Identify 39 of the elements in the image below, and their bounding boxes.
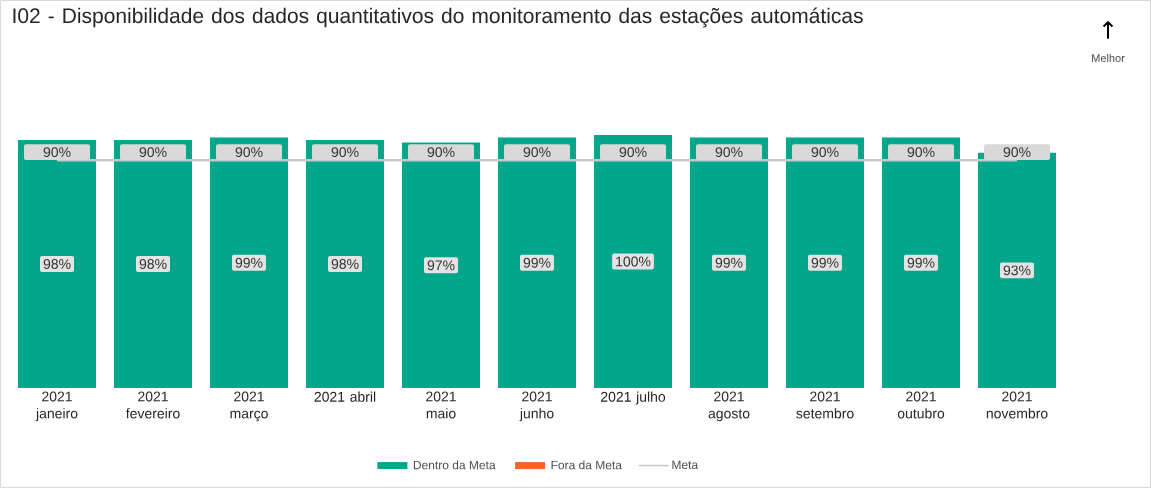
data-label: 90% [139, 147, 167, 158]
x-tick-label: 2021 setembro [796, 391, 854, 419]
legend-label: Meta [672, 460, 699, 470]
x-tick-label: 2021 março [230, 391, 268, 422]
data-label: 93% [1003, 265, 1031, 276]
x-tick-label: 2021 outubro [897, 391, 945, 419]
data-label: 90% [1003, 147, 1031, 158]
x-tick-label: 2021 fevereiro [125, 391, 180, 419]
text: Melhor [1092, 53, 1125, 63]
data-label: 90% [43, 147, 71, 158]
data-label: 98% [139, 259, 167, 269]
x-tick-label: 2021 novembro [986, 391, 1048, 419]
data-label: 98% [43, 259, 71, 269]
legend-label: Dentro da Meta [413, 460, 496, 470]
data-label: 99% [235, 257, 263, 268]
data-label: 90% [619, 147, 647, 158]
data-label: 98% [331, 259, 359, 269]
x-tick-label: 2021 janeiro [35, 391, 78, 422]
legend-label: Fora da Meta [551, 460, 622, 470]
data-label: 90% [427, 147, 455, 158]
data-label: 100% [616, 256, 651, 267]
x-tick-label: 2021 maio [426, 391, 456, 419]
data-label: 90% [235, 147, 263, 158]
data-label: 90% [907, 147, 935, 158]
data-label: 99% [907, 257, 935, 268]
x-tick-label: 2021 junho [519, 391, 554, 422]
x-tick-label: 2021 abril [314, 391, 376, 402]
x-tick-label: 2021 agosto [708, 391, 750, 422]
data-label: 97% [427, 260, 455, 271]
data-label: 90% [331, 147, 359, 158]
data-label: 90% [523, 147, 551, 158]
data-label: 90% [811, 147, 839, 158]
data-label: 99% [715, 257, 743, 268]
text: ↑ [1102, 21, 1114, 39]
data-label: 90% [715, 147, 743, 158]
data-label: 99% [811, 257, 839, 268]
chart-title: I02 - Disponibilidade dos dados quantitativos do monitoramento das estações automáticas [13, 7, 863, 28]
x-tick-label: 2021 julho [601, 391, 666, 405]
data-label: 99% [523, 257, 551, 268]
